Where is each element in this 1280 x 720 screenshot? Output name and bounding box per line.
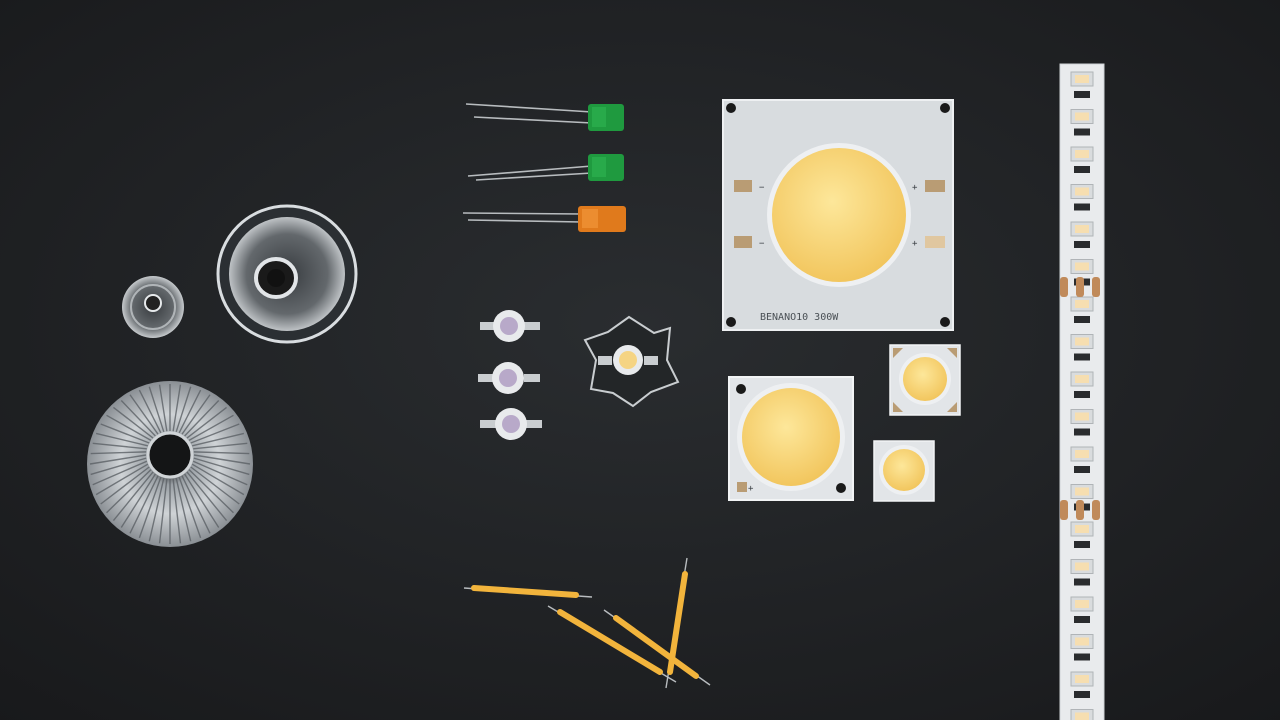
cob-large-minus-label-2: − [759, 239, 765, 249]
cob-medium-plus-label: + [748, 484, 754, 494]
small-lens [122, 276, 184, 338]
medium-lens [216, 204, 358, 344]
star-led [583, 315, 680, 408]
cob-led-small [889, 344, 961, 416]
power-led-2 [478, 362, 540, 394]
green-led-1 [465, 103, 624, 131]
cob-led-large: − − + + BENANO10 300W [722, 99, 954, 331]
filament-1 [463, 585, 593, 598]
cob-led-tiny [873, 440, 935, 502]
cob-large-plus-label-2: + [912, 239, 918, 249]
cob-large-minus-label: − [759, 183, 765, 193]
cob-large-model-label: BENANO10 300W [760, 312, 839, 323]
orange-led [462, 206, 626, 232]
filament-3 [603, 609, 711, 686]
led-strip [1059, 63, 1105, 720]
power-led-1 [480, 310, 540, 342]
cob-led-medium: + [728, 376, 854, 501]
filament-4 [665, 557, 688, 689]
filament-leds [463, 557, 711, 689]
cob-large-plus-label: + [912, 183, 918, 193]
filament-2 [547, 605, 677, 683]
green-led-2 [467, 154, 624, 181]
power-led-3 [480, 408, 542, 440]
reflector-lens [87, 381, 253, 547]
